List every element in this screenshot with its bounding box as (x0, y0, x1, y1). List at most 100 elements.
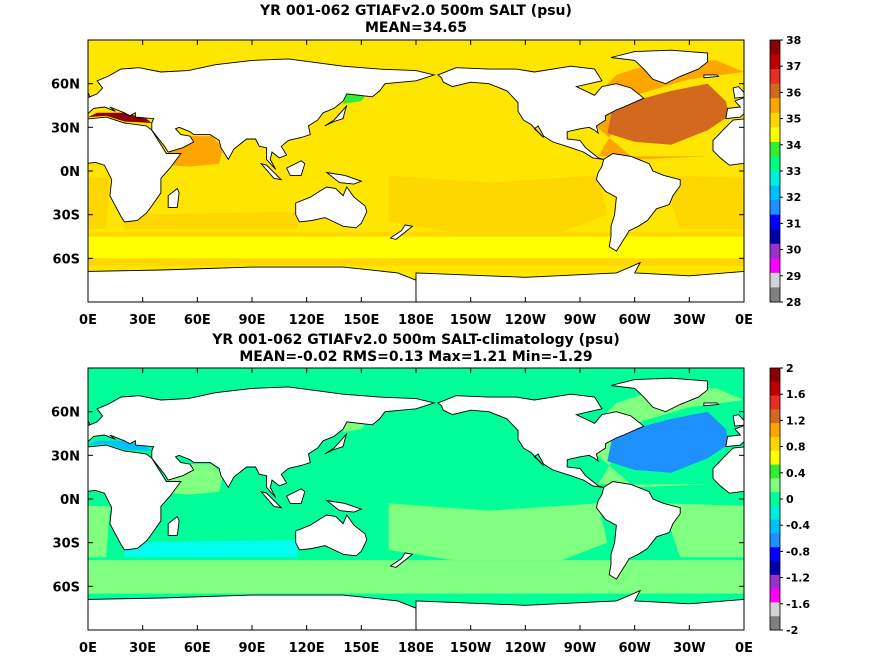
land-samerica (595, 481, 681, 580)
x-tick-label: 30W (673, 313, 705, 328)
colorbar-segment (770, 519, 780, 534)
x-tick-label: 60E (184, 313, 211, 328)
x-tick-label: 90W (564, 641, 596, 656)
field-region (0, 60, 88, 159)
colorbar-segment (770, 533, 780, 548)
x-tick-label: 0E (79, 313, 97, 328)
colorbar-segment (770, 492, 780, 507)
panel1-title-line1: YR 001-062 GTIAFv2.0 500m SALT (psu) (260, 3, 572, 19)
colorbar-segment (770, 112, 780, 128)
panel1-title: YR 001-062 GTIAFv2.0 500m SALT (psu) MEA… (88, 3, 744, 37)
x-tick-label: 120E (289, 313, 325, 328)
colorbar-segment (770, 395, 780, 410)
field-region (88, 505, 110, 558)
colorbar-label: -1.6 (786, 598, 810, 611)
x-tick-label: 90E (239, 641, 266, 656)
panel2-title-line2: MEAN=-0.02 RMS=0.13 Max=1.21 Min=-1.29 (239, 349, 593, 365)
land-eurasia (725, 97, 744, 120)
panel2-title: YR 001-062 GTIAFv2.0 500m SALT-climatolo… (88, 332, 744, 366)
field-region (607, 83, 730, 145)
land-sumatra (259, 490, 283, 509)
field-region (388, 175, 608, 233)
colorbar-segment (770, 214, 780, 230)
colorbar-label: 0 (786, 493, 794, 506)
colorbar-segment (770, 229, 780, 245)
land-newzealand (389, 552, 414, 568)
colorbar-segment (770, 505, 780, 521)
land-madagascar (167, 187, 180, 208)
colorbar-segment (770, 243, 780, 259)
y-tick-label: 60N (51, 406, 80, 421)
colorbar-segment (770, 141, 780, 157)
colorbar-label: -0.8 (786, 545, 810, 558)
land-antarctica (88, 594, 417, 630)
land-japan (324, 433, 348, 455)
y-tick-label: 30N (51, 121, 80, 136)
field-region (88, 440, 152, 451)
colorbar-segment (770, 200, 780, 216)
x-tick-label: 60W (618, 641, 650, 656)
colorbar-segment (770, 423, 780, 438)
colorbar-segment (770, 450, 780, 466)
panel1-title-line2: MEAN=34.65 (364, 20, 468, 36)
land-greenland (610, 377, 709, 413)
x-tick-label: 120W (505, 641, 546, 656)
x-tick-label: 0E (79, 641, 97, 656)
land-australia (295, 514, 368, 557)
land-australia (295, 186, 368, 229)
colorbar-segment (770, 547, 780, 562)
field-region (607, 411, 730, 473)
colorbar-label: 0.8 (786, 441, 806, 454)
x-tick-label: 120E (289, 641, 325, 656)
colorbar-segment (770, 69, 780, 85)
colorbar-segment (770, 54, 780, 70)
land-sumatra (259, 162, 283, 181)
colorbar-segment (770, 83, 780, 99)
colorbar-segment (770, 561, 780, 576)
colorbar-segment (770, 368, 780, 383)
field-region (388, 503, 608, 561)
field-region (124, 539, 298, 558)
x-tick-label: 120W (505, 313, 546, 328)
land-namerica (437, 393, 645, 488)
land-africa (88, 444, 182, 551)
y-tick-label: 60N (51, 78, 80, 93)
colorbar-segment (770, 272, 780, 288)
colorbar-segment (770, 574, 780, 590)
colorbar-label: 38 (786, 34, 801, 47)
colorbar-segment (770, 436, 780, 452)
land-africa (712, 118, 744, 166)
colorbar-segment (770, 381, 780, 397)
x-tick-label: 90W (564, 313, 596, 328)
colorbar-segment (770, 287, 780, 303)
field-region (88, 177, 110, 230)
x-tick-label: 30E (129, 641, 156, 656)
land-eurasia (88, 58, 436, 170)
colorbar-label: 37 (786, 60, 801, 73)
land-japan (324, 105, 348, 127)
x-tick-label: 60E (184, 641, 211, 656)
colorbar-label: 35 (786, 113, 801, 126)
land-eurasia (88, 386, 436, 498)
colorbar-segment (770, 156, 780, 172)
colorbar-segment (770, 258, 780, 274)
land-antarctica (415, 589, 744, 630)
x-tick-label: 150E (343, 313, 379, 328)
colorbar-segment (770, 98, 780, 114)
colorbar-label: 0.4 (786, 467, 806, 480)
y-tick-label: 60S (53, 252, 80, 267)
x-tick-label: 150W (450, 313, 491, 328)
land-antarctica (415, 261, 744, 302)
field-region (88, 112, 152, 123)
land-borneo (285, 488, 306, 504)
colorbar-label: 31 (786, 217, 801, 230)
y-tick-label: 30N (51, 449, 80, 464)
colorbar-label: 32 (786, 191, 801, 204)
colorbar-segment (770, 185, 780, 201)
panel2-title-line1: YR 001-062 GTIAFv2.0 500m SALT-climatolo… (212, 332, 620, 348)
land-greenland (610, 49, 709, 85)
colorbar-label: 2 (786, 362, 794, 375)
colorbar-label: 1.6 (786, 388, 806, 401)
colorbar-label: 29 (786, 270, 801, 283)
x-tick-label: 30W (673, 641, 705, 656)
